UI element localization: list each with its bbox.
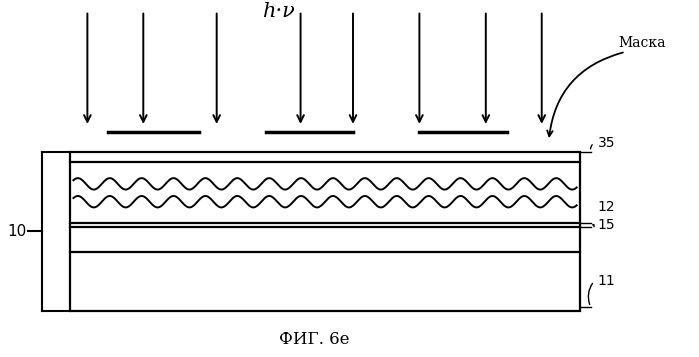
Text: 15: 15 xyxy=(598,218,615,232)
Text: 10: 10 xyxy=(7,223,27,239)
Text: ФИГ. 6e: ФИГ. 6e xyxy=(280,331,350,348)
Text: Маска: Маска xyxy=(619,36,666,50)
Text: 12: 12 xyxy=(598,200,615,214)
Text: 11: 11 xyxy=(598,274,615,288)
Text: h·ν: h·ν xyxy=(263,2,296,21)
Text: 35: 35 xyxy=(598,136,615,150)
